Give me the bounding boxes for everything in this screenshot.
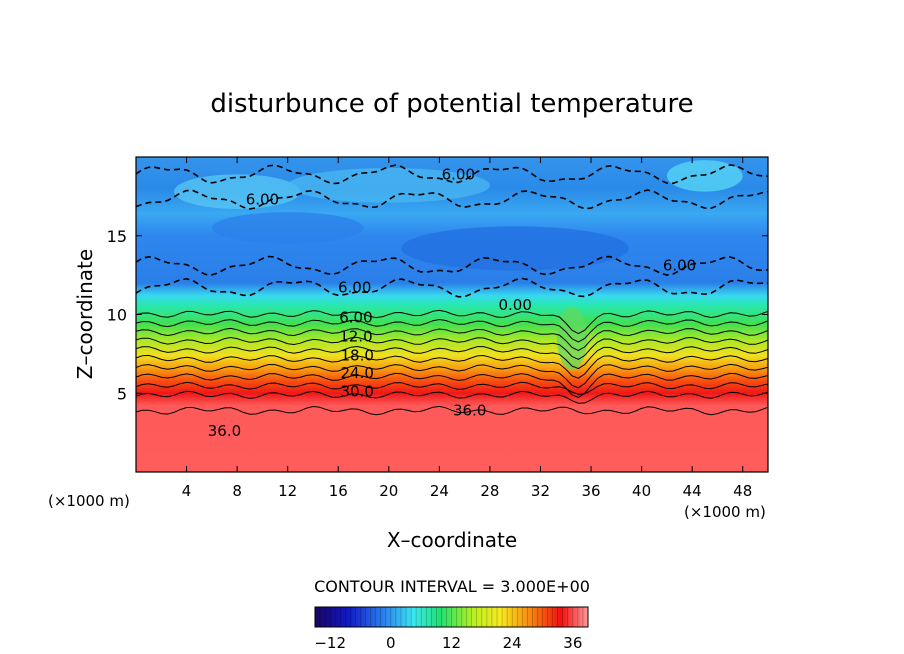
contour-label: 24.0 [340,364,373,382]
x-tick-label: 12 [278,482,297,500]
contour-line [136,309,768,335]
y-axis-label: Z–coordinate [73,249,97,379]
x-tick-label: 44 [683,482,702,500]
contour-line [136,354,768,379]
x-tick-label: 24 [430,482,449,500]
contour-line [136,345,768,370]
contour-label: 6.00 [442,165,475,183]
field-patch [211,212,364,244]
contour-line [136,318,768,343]
contour-label: 0.00 [498,296,531,314]
colorbar-tick-label: −12 [314,634,346,652]
x-tick-label: 8 [232,482,242,500]
plot-area: 6.006.006.006.000.006.0012.018.024.030.0… [136,157,768,472]
contour-line [136,327,768,351]
field-patch [666,160,743,192]
contour-label: 36.0 [208,422,241,440]
contour-label: 6.00 [246,191,279,209]
contour-line [136,405,768,416]
contour-line [136,255,768,276]
x-tick-label: 4 [182,482,192,500]
x-tick-label: 48 [733,482,752,500]
contour-label: 6.00 [663,257,696,275]
colorbar-frame [314,606,589,628]
colorbar: −12 0 12 24 36 [314,606,589,652]
colorbar-tick-label: 12 [442,634,461,652]
y-tick-label: 10 [107,306,127,325]
contour-label: 36.0 [453,402,486,420]
field-patch [173,174,301,209]
colorbar-tick-label: 24 [503,634,522,652]
colorbar-ticks: −12 0 12 24 36 [314,634,582,652]
contour-line [136,381,768,395]
x-axis-label: X–coordinate [387,528,517,552]
colorbar-steps [319,607,584,627]
x-unit-left: (×1000 m) [48,492,130,510]
contour-line [136,372,768,398]
contour-labels: 6.006.006.006.000.006.0012.018.024.030.0… [208,165,696,440]
contour-label: 6.00 [339,309,372,327]
x-tick-label: 16 [329,482,348,500]
contour-label: 12.0 [339,328,372,346]
contour-label: 30.0 [340,383,373,401]
field-patch [401,226,629,271]
colorbar-tick-label: 36 [563,634,582,652]
y-tick-label: 15 [107,227,127,246]
x-ticks: 4 8 12 16 20 24 28 32 36 40 44 48 [182,157,752,500]
x-tick-label: 20 [379,482,398,500]
contour-line [136,390,768,404]
x-tick-label: 40 [632,482,651,500]
contour-line [136,164,768,185]
contour-label: 18.0 [340,346,373,364]
contour-line [136,363,768,389]
x-tick-label: 36 [581,482,600,500]
y-tick-label: 5 [117,384,127,403]
y-ticks: 5 10 15 [107,227,768,403]
contour-line [136,336,768,360]
contour-line [136,277,768,298]
chart-title: disturbunce of potential temperature [210,89,693,119]
contour-label: 6.00 [338,279,371,297]
x-tick-label: 32 [531,482,550,500]
contour-lines [136,164,768,416]
x-unit-right: (×1000 m) [684,503,766,521]
contour-interval-note: CONTOUR INTERVAL = 3.000E+00 [314,577,590,596]
colorbar-tick-label: 0 [386,634,396,652]
x-tick-label: 28 [480,482,499,500]
contour-line [136,189,768,210]
